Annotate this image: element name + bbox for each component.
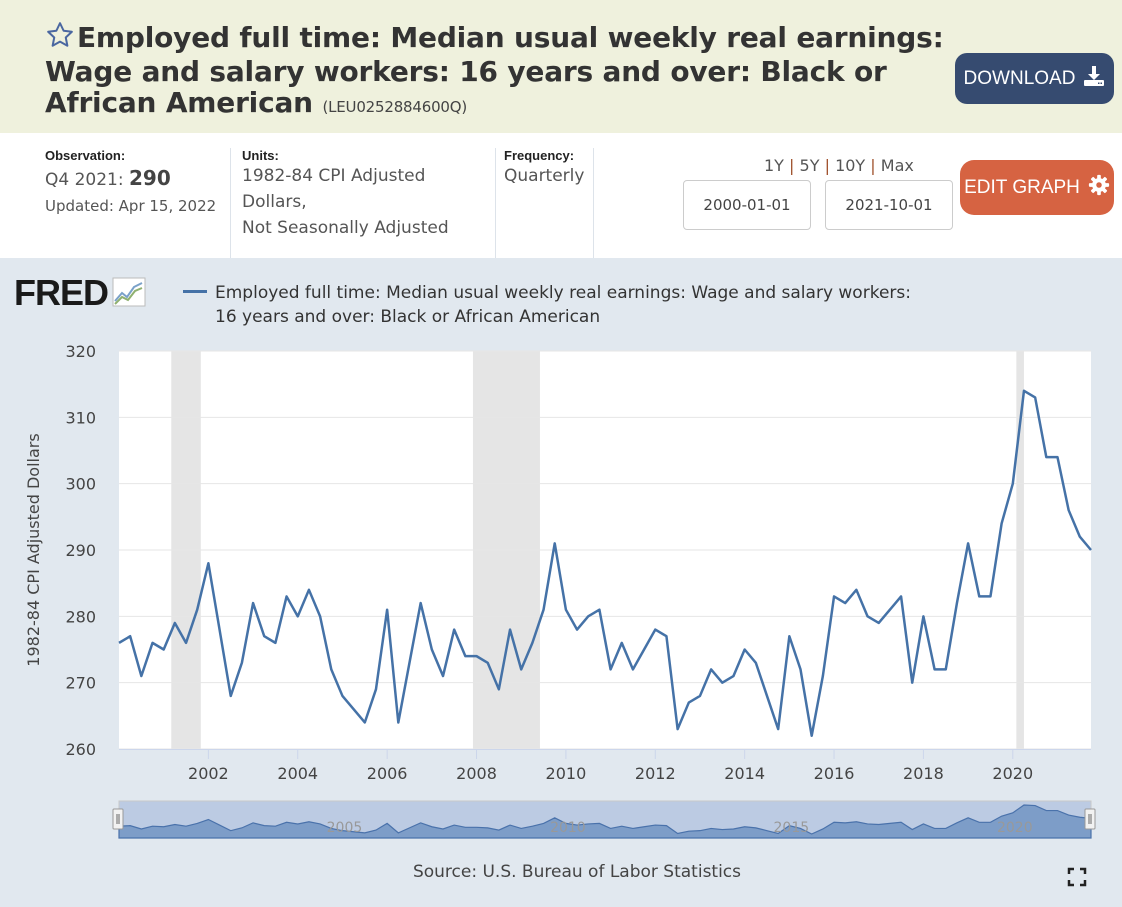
units-block: Units: 1982-84 CPI Adjusted Dollars, Not…	[242, 148, 449, 241]
fullscreen-icon[interactable]	[1067, 867, 1087, 887]
y-tick-label: 270	[65, 674, 96, 693]
series-header: Employed full time: Median usual weekly …	[0, 0, 1122, 133]
range-separator: |	[870, 156, 876, 175]
frequency-value: Quarterly	[504, 166, 585, 186]
divider	[495, 148, 496, 258]
navigator-tick-label: 2015	[774, 820, 810, 836]
observation-value: 290	[129, 166, 171, 190]
navigator-handle[interactable]	[112, 808, 124, 830]
frequency-block: Frequency: Quarterly	[504, 148, 584, 189]
y-axis-title: 1982-84 CPI Adjusted Dollars	[24, 433, 43, 666]
download-icon	[1083, 65, 1105, 93]
observation-label: Observation:	[45, 148, 126, 163]
edit-graph-label: EDIT GRAPH	[964, 176, 1080, 198]
y-tick-label: 320	[65, 342, 96, 361]
units-line: Not Seasonally Adjusted	[242, 218, 449, 238]
download-label: DOWNLOAD	[963, 67, 1076, 89]
star-icon[interactable]	[45, 20, 77, 56]
navigator-tick-label: 2010	[550, 820, 586, 836]
x-tick-label: 2006	[367, 764, 408, 783]
y-tick-label: 290	[65, 541, 96, 560]
x-tick-label: 2012	[635, 764, 676, 783]
range-links: 1Y | 5Y | 10Y | Max	[764, 156, 914, 175]
x-tick-label: 2008	[456, 764, 497, 783]
y-tick-label: 300	[65, 475, 96, 494]
fred-logo: FRED	[14, 272, 146, 314]
legend-label: Employed full time: Median usual weekly …	[215, 283, 911, 327]
x-tick-label: 2018	[903, 764, 944, 783]
observation-block: Observation: Q4 2021: 290 Updated: Apr 1…	[45, 148, 216, 219]
title-text: Employed full time: Median usual weekly …	[45, 21, 944, 119]
updated-date: Updated: Apr 15, 2022	[45, 197, 217, 215]
y-tick-label: 280	[65, 607, 96, 626]
page-title: Employed full time: Median usual weekly …	[45, 20, 955, 123]
legend-swatch	[183, 290, 207, 293]
navigator-handle[interactable]	[1084, 808, 1096, 830]
x-tick-label: 2002	[188, 764, 229, 783]
navigator-tick-label: 2020	[997, 820, 1033, 836]
x-tick-label: 2020	[992, 764, 1033, 783]
observation-period: Q4 2021:	[45, 170, 124, 190]
y-tick-label: 310	[65, 408, 96, 427]
series-id: (LEU0252884600Q)	[322, 98, 468, 116]
range-10y[interactable]: 10Y	[835, 156, 866, 175]
navigator-series	[118, 804, 1092, 839]
y-tick-label: 260	[65, 740, 96, 759]
units-line: 1982-84 CPI Adjusted	[242, 166, 426, 186]
units-line: Dollars,	[242, 192, 307, 212]
end-date-input[interactable]: 2021-10-01	[825, 180, 953, 230]
download-button[interactable]: DOWNLOAD	[955, 53, 1114, 104]
navigator-tick-label: 2005	[327, 820, 363, 836]
start-date-input[interactable]: 2000-01-01	[683, 180, 811, 230]
x-tick-label: 2004	[277, 764, 318, 783]
x-tick-label: 2016	[814, 764, 855, 783]
divider	[230, 148, 231, 258]
edit-graph-button[interactable]: EDIT GRAPH	[960, 160, 1114, 215]
range-separator: |	[824, 156, 830, 175]
x-tick-label: 2010	[546, 764, 587, 783]
range-1y[interactable]: 1Y	[764, 156, 784, 175]
range-max[interactable]: Max	[880, 156, 914, 175]
range-5y[interactable]: 5Y	[799, 156, 820, 175]
x-tick-label: 2014	[724, 764, 765, 783]
source-note: Source: U.S. Bureau of Labor Statistics	[412, 862, 742, 882]
series-line	[118, 389, 1092, 737]
frequency-label: Frequency:	[504, 148, 575, 163]
divider	[593, 148, 594, 258]
units-label: Units:	[242, 148, 279, 163]
gear-icon	[1088, 174, 1110, 202]
range-separator: |	[789, 156, 795, 175]
